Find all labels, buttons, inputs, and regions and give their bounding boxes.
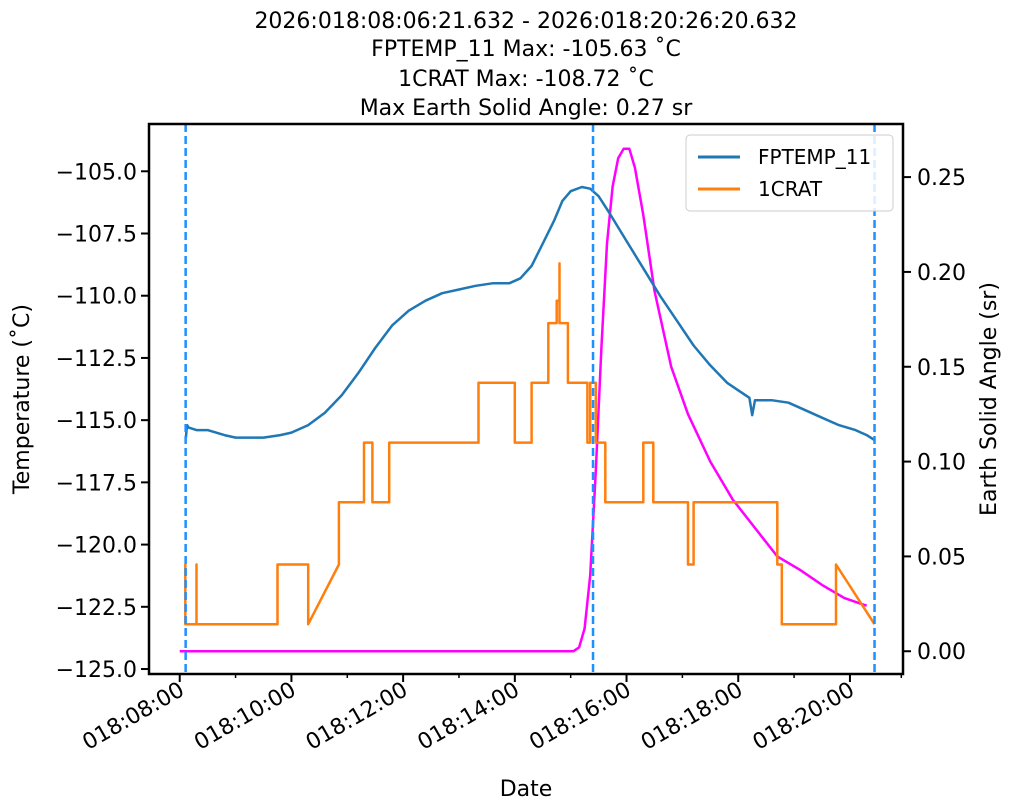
x-tick-label: 018:12:00	[302, 678, 412, 756]
series-line-1crat	[184, 262, 876, 626]
y-right-tick-label: 0.00	[917, 640, 966, 665]
y-left-tick-label: −112.5	[56, 347, 137, 372]
x-tick-label: 018:10:00	[190, 678, 300, 756]
y-right-tick-label: 0.15	[917, 356, 966, 381]
y-left-tick-label: −110.0	[56, 285, 137, 310]
x-tick-label: 018:18:00	[637, 678, 747, 756]
y-right-tick-label: 0.05	[917, 545, 966, 570]
chart-title-line-3: 1CRAT Max: -108.72 ˚C	[398, 67, 654, 92]
plot-area	[179, 124, 876, 674]
y-right-tick-label: 0.25	[917, 166, 966, 191]
y-left-tick-label: −120.0	[56, 534, 137, 559]
y-left-tick-label: −122.5	[56, 596, 137, 621]
x-tick-label: 018:16:00	[525, 678, 635, 756]
legend-label-fptemp_11: FPTEMP_11	[758, 145, 871, 169]
x-tick-label: 018:08:00	[79, 678, 189, 756]
y-left-tick-label: −125.0	[56, 658, 137, 683]
y-axis-label-right: Earth Solid Angle (sr)	[977, 282, 1002, 516]
series-line-fptemp_11	[184, 185, 876, 442]
axes: 018:08:00 018:10:00 018:12:00 018:14:00 018:…	[56, 122, 966, 756]
y-axis-label-left: Temperature (˚C)	[10, 304, 35, 495]
y-right-tick-label: 0.20	[917, 261, 966, 286]
x-tick-label: 018:20:00	[749, 678, 859, 756]
legend: FPTEMP_11 1CRAT	[685, 134, 894, 212]
plot-frame	[147, 122, 905, 676]
y-right-tick-label: 0.10	[917, 451, 966, 476]
y-left-tick-label: −107.5	[56, 223, 137, 248]
chart-title: 2026:018:08:06:21.632 - 2026:018:20:26:2…	[254, 9, 797, 121]
legend-label-1crat: 1CRAT	[758, 177, 823, 201]
y-left-tick-label: −117.5	[56, 471, 137, 496]
y-left-tick-label: −115.0	[56, 409, 137, 434]
plot-series-group	[179, 124, 876, 674]
chart-title-line-1: 2026:018:08:06:21.632 - 2026:018:20:26:2…	[254, 9, 797, 34]
series-line-earth-solid-angle	[179, 147, 868, 653]
chart-title-line-2: FPTEMP_11 Max: -105.63 ˚C	[371, 37, 681, 62]
legend-box	[685, 134, 894, 212]
y-left-tick-label: −105.0	[56, 160, 137, 185]
chart-title-line-4: Max Earth Solid Angle: 0.27 sr	[360, 96, 694, 121]
x-axis-label: Date	[500, 777, 553, 802]
x-tick-label: 018:14:00	[414, 678, 524, 756]
